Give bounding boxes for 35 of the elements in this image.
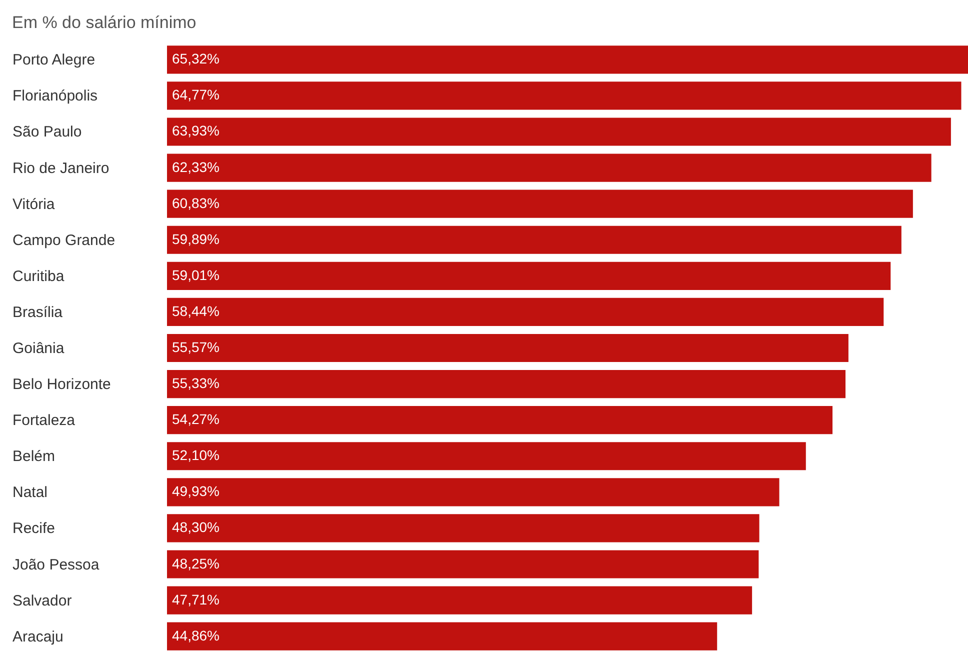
y-tick-label: Curitiba [12,268,65,285]
data-label: 44,86% [172,627,220,644]
chart-title: Em % do salário mínimo [12,13,196,32]
y-tick-label: Salvador [12,592,72,610]
y-tick-label: São Paulo [12,124,82,141]
y-tick-label: Porto Alegre [12,52,96,69]
y-tick-label: Recife [12,520,56,538]
data-label: 55,57% [172,339,220,355]
data-label: 48,25% [172,555,220,572]
data-label: 52,10% [172,447,220,464]
y-tick-label: Natal [12,484,48,502]
y-tick-label: Aracaju [12,628,64,646]
y-tick-label: Belém [12,448,56,466]
data-label: 47,71% [172,591,220,608]
y-tick-label: Florianópolis [12,88,98,105]
data-label: 59,89% [172,230,220,247]
data-label: 49,93% [172,483,220,500]
data-label: 63,93% [172,122,220,139]
data-label: 48,30% [172,519,220,536]
data-label: 58,44% [172,302,220,319]
data-label: 59,01% [172,266,220,283]
data-label: 55,33% [172,375,220,392]
data-label: 60,83% [172,194,220,211]
data-label: 54,27% [172,411,220,428]
y-tick-label: Goiânia [12,340,65,357]
data-label: 64,77% [172,86,220,103]
y-tick-label: Belo Horizonte [12,376,111,394]
y-tick-label: Vitória [12,196,56,213]
data-label: 65,32% [172,50,220,67]
y-tick-label: João Pessoa [12,556,100,574]
data-label: 62,33% [172,158,220,175]
y-tick-label: Brasília [12,304,64,321]
y-tick-label: Campo Grande [12,232,116,249]
y-tick-label: Rio de Janeiro [12,160,110,177]
y-tick-label: Fortaleza [12,412,76,430]
